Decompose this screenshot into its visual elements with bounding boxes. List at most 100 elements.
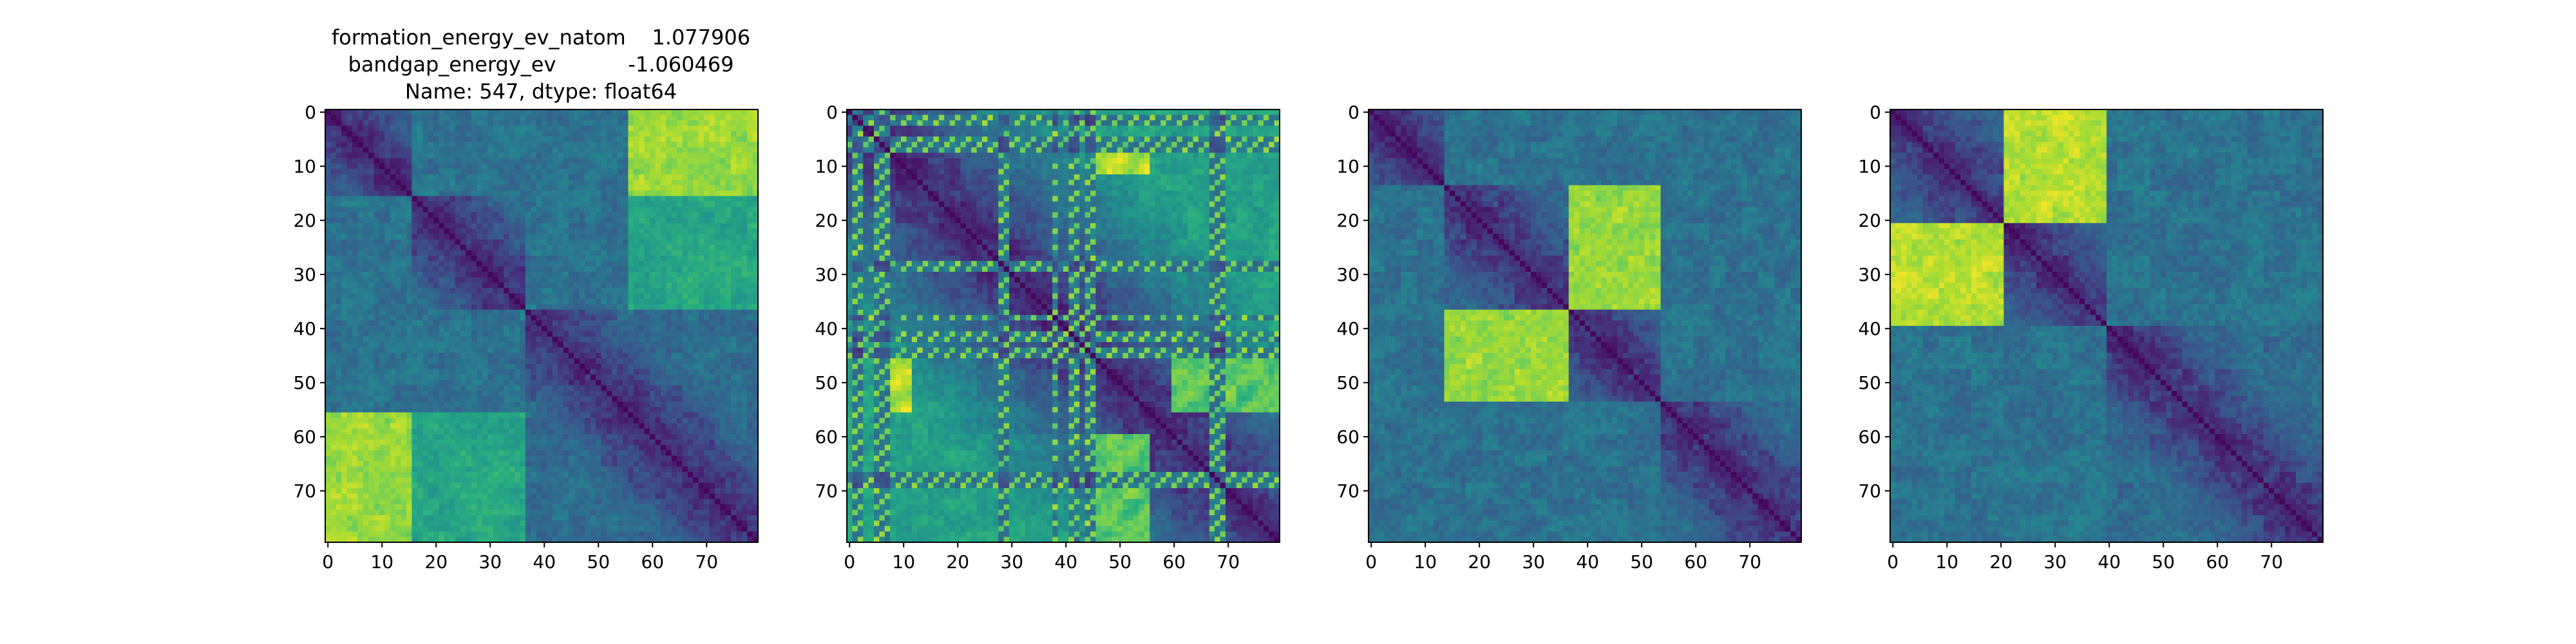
heatmap-cell xyxy=(526,131,531,137)
heatmap-cell xyxy=(569,180,574,185)
heatmap-cell xyxy=(368,109,374,115)
heatmap-cell xyxy=(569,126,574,131)
heatmap-cell xyxy=(374,120,380,126)
heatmap-cell xyxy=(384,213,390,218)
heatmap-cell xyxy=(412,158,417,164)
heatmap-cell xyxy=(325,142,331,147)
heatmap-cell xyxy=(639,180,645,185)
heatmap-cell xyxy=(601,164,607,169)
heatmap-cell xyxy=(645,207,650,213)
heatmap-cell xyxy=(509,126,515,131)
heatmap-cell xyxy=(645,120,650,126)
heatmap-cell xyxy=(368,142,374,147)
heatmap-cell xyxy=(336,175,342,180)
heatmap-cell xyxy=(704,207,710,213)
heatmap-cell xyxy=(406,131,412,137)
heatmap-cell xyxy=(650,180,656,185)
heatmap-cell xyxy=(417,147,423,153)
heatmap-cell xyxy=(352,137,358,142)
heatmap-cell xyxy=(607,180,612,185)
heatmap-cell xyxy=(731,147,737,153)
heatmap-cell xyxy=(504,115,509,120)
heatmap-cell xyxy=(731,137,737,142)
heatmap-cell xyxy=(634,191,639,196)
heatmap-cell xyxy=(352,147,358,153)
heatmap-cell xyxy=(455,115,461,120)
heatmap-cell xyxy=(488,153,493,158)
heatmap-cell xyxy=(661,137,667,142)
heatmap-cell xyxy=(612,207,618,213)
heatmap-cell xyxy=(374,169,380,175)
heatmap-cell xyxy=(401,207,407,213)
heatmap-cell xyxy=(460,153,466,158)
heatmap-cell xyxy=(666,207,672,213)
heatmap-cell xyxy=(742,142,748,147)
heatmap-cell xyxy=(455,164,461,169)
heatmap-cell xyxy=(747,196,753,202)
heatmap-cell xyxy=(526,158,531,164)
heatmap-cell xyxy=(477,175,482,180)
heatmap-cell xyxy=(580,115,585,120)
heatmap-cell xyxy=(422,175,428,180)
heatmap-cell xyxy=(428,185,434,191)
heatmap-cell xyxy=(384,185,390,191)
heatmap-cell xyxy=(574,207,580,213)
heatmap-cell xyxy=(395,147,401,153)
heatmap-cell xyxy=(422,142,428,147)
heatmap-cell xyxy=(709,169,715,175)
heatmap-cell xyxy=(444,153,450,158)
heatmap-cell xyxy=(444,185,450,191)
heatmap-cell xyxy=(666,169,672,175)
heatmap-cell xyxy=(672,164,677,169)
heatmap-cell xyxy=(504,131,509,137)
heatmap-cell xyxy=(688,120,694,126)
heatmap-cell xyxy=(628,153,634,158)
heatmap-cell xyxy=(347,196,353,202)
heatmap-cell xyxy=(450,142,455,147)
heatmap-cell xyxy=(417,202,423,207)
heatmap-cell xyxy=(536,142,542,147)
heatmap-cell xyxy=(526,126,531,131)
heatmap-cell xyxy=(650,137,656,142)
heatmap-cell xyxy=(526,153,531,158)
heatmap-cell xyxy=(628,191,634,196)
heatmap-cell xyxy=(564,115,569,120)
heatmap-cell xyxy=(325,202,331,207)
heatmap-cell xyxy=(515,137,520,142)
heatmap-cell xyxy=(363,213,369,218)
heatmap-cell xyxy=(542,115,547,120)
heatmap-cell xyxy=(363,164,369,169)
heatmap-cell xyxy=(666,196,672,202)
heatmap-cell xyxy=(536,153,542,158)
heatmap-cell xyxy=(401,213,407,218)
heatmap-cell xyxy=(574,142,580,147)
heatmap-cell xyxy=(352,175,358,180)
heatmap-cell xyxy=(368,202,374,207)
heatmap-cell xyxy=(439,202,444,207)
heatmap-cell xyxy=(618,180,623,185)
heatmap-cell xyxy=(634,131,639,137)
heatmap-cell xyxy=(585,202,591,207)
heatmap-cell xyxy=(412,164,417,169)
heatmap-cell xyxy=(591,164,596,169)
heatmap-cell xyxy=(677,196,683,202)
heatmap-cell xyxy=(352,120,358,126)
heatmap-cell xyxy=(493,191,498,196)
heatmap-cell xyxy=(569,175,574,180)
heatmap-cell xyxy=(731,191,737,196)
heatmap-cell xyxy=(720,202,726,207)
heatmap-cell xyxy=(650,175,656,180)
heatmap-cell xyxy=(471,196,477,202)
heatmap-cell xyxy=(352,142,358,147)
heatmap-cell xyxy=(661,142,667,147)
heatmap-cell xyxy=(666,191,672,196)
heatmap-cell xyxy=(699,158,705,164)
heatmap-cell xyxy=(450,180,455,185)
heatmap-cell xyxy=(731,207,737,213)
heatmap-cell xyxy=(412,142,417,147)
heatmap-cell xyxy=(330,137,336,142)
heatmap-cell xyxy=(709,196,715,202)
heatmap-cell xyxy=(699,169,705,175)
heatmap-cell xyxy=(509,202,515,207)
heatmap-cell xyxy=(379,196,385,202)
